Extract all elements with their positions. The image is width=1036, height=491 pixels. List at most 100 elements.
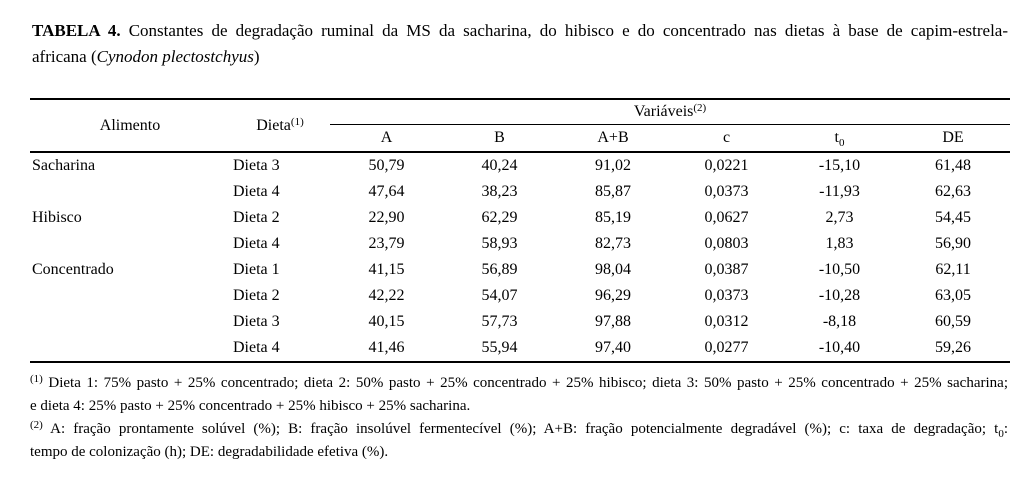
cell-c: 0,0221	[704, 157, 749, 174]
table-header: Alimento Dieta(1) Variáveis(2) A B A+B c…	[30, 98, 1011, 153]
cell-de: 62,63	[935, 183, 972, 200]
cell-alimento: Concentrado	[32, 261, 114, 278]
footnote-1-text-2: e dieta 4: 25% pasto + 25% concentrado +…	[30, 398, 471, 414]
cell-b: 57,73	[481, 313, 518, 330]
cell-dieta: Dieta 2	[233, 209, 280, 226]
table-row: Dieta 4 47,64 38,23 85,87 0,0373 -11,93 …	[30, 179, 1010, 205]
col-header-t0: t0	[783, 124, 896, 153]
cell-c: 0,0373	[704, 183, 749, 200]
header-row-variables: A B A+B c t0 DE	[30, 124, 1011, 153]
cell-alimento: Sacharina	[32, 157, 96, 174]
col-header-alimento: Alimento	[30, 98, 230, 153]
cell-de: 56,90	[935, 235, 972, 252]
cell-dieta: Dieta 1	[233, 261, 280, 278]
cell-dieta: Dieta 3	[233, 313, 280, 330]
footnote-1-line-2: e dieta 4: 25% pasto + 25% concentrado +…	[30, 395, 1008, 418]
cell-a: 42,22	[368, 287, 405, 304]
col-header-de: DE	[896, 124, 1011, 153]
cell-alimento	[30, 309, 230, 335]
footnote-2-text-2: tempo de colonização (h); DE: degradabil…	[30, 444, 389, 460]
cell-t0: -15,10	[818, 157, 861, 174]
cell-de: 59,26	[896, 335, 1011, 363]
cell-a: 23,79	[368, 235, 405, 252]
caption-line-2: africana (Cynodon plectostchyus)	[32, 44, 1008, 70]
cell-a-plus-b: 85,19	[595, 209, 631, 226]
table-row: Dieta 2 42,22 54,07 96,29 0,0373 -10,28 …	[30, 283, 1010, 309]
table-container: Alimento Dieta(1) Variáveis(2) A B A+B c…	[30, 98, 1036, 363]
cell-de: 63,05	[935, 287, 972, 304]
cell-t0: -10,40	[783, 335, 896, 363]
caption-text-2: africana (	[32, 47, 97, 66]
t0-label: t	[834, 129, 839, 146]
cell-t0: -10,50	[818, 261, 861, 278]
cell-c: 0,0803	[704, 235, 749, 252]
footnote-2-marker: (2)	[30, 419, 43, 431]
header-row-group: Alimento Dieta(1) Variáveis(2)	[30, 98, 1011, 153]
cell-alimento: Hibisco	[32, 209, 82, 226]
cell-t0: -11,93	[819, 183, 860, 200]
species-name: Cynodon plectostchyus	[96, 47, 254, 66]
cell-a-plus-b: 98,04	[595, 261, 631, 278]
cell-t0: -10,28	[818, 287, 861, 304]
cell-b: 54,07	[481, 287, 518, 304]
col-header-c: c	[670, 124, 783, 153]
cell-c: 0,0312	[704, 313, 749, 330]
cell-a: 50,79	[368, 157, 405, 174]
cell-de: 54,45	[935, 209, 972, 226]
cell-b: 58,93	[481, 235, 518, 252]
table-body: Sacharina Dieta 3 50,79 40,24 91,02 0,02…	[30, 152, 1011, 363]
cell-t0: 2,73	[825, 209, 854, 226]
caption-line-1: TABELA 4. Constantes de degradação rumin…	[32, 18, 1008, 44]
table-caption: TABELA 4. Constantes de degradação rumin…	[32, 18, 1008, 70]
cell-a-plus-b: 97,40	[556, 335, 670, 363]
table-row: Dieta 3 40,15 57,73 97,88 0,0312 -8,18 6…	[30, 309, 1010, 335]
col-header-a: A	[330, 124, 443, 153]
cell-a: 40,15	[368, 313, 405, 330]
cell-alimento	[30, 335, 230, 363]
table-row: Dieta 4 41,46 55,94 97,40 0,0277 -10,40 …	[30, 335, 1011, 363]
table-row: Concentrado Dieta 1 41,15 56,89 98,04 0,…	[30, 257, 1010, 283]
footnote-1-line-1: (1) Dieta 1: 75% pasto + 25% concentrado…	[30, 372, 1008, 395]
footnote-t0-subscript: 0	[998, 428, 1004, 440]
footnote-2-text-colon: :	[1003, 421, 1008, 437]
col-header-dieta-label: Dieta	[256, 116, 291, 134]
cell-a: 41,15	[368, 261, 405, 278]
col-header-b: B	[443, 124, 556, 153]
cell-b: 38,23	[481, 183, 518, 200]
dieta-footnote-marker: (1)	[290, 115, 304, 128]
footnote-2-text-1: A: fração prontamente solúvel (%); B: fr…	[42, 421, 999, 437]
cell-c: 0,0277	[670, 335, 783, 363]
cell-a-plus-b: 96,29	[595, 287, 631, 304]
cell-c: 0,0627	[704, 209, 749, 226]
footnote-1: (1) Dieta 1: 75% pasto + 25% concentrado…	[30, 372, 1008, 418]
col-header-a-plus-b: A+B	[556, 124, 670, 153]
cell-a: 41,46	[330, 335, 443, 363]
footnotes: (1) Dieta 1: 75% pasto + 25% concentrado…	[30, 372, 1008, 464]
data-table: Alimento Dieta(1) Variáveis(2) A B A+B c…	[30, 98, 1011, 363]
cell-de: 62,11	[935, 261, 971, 278]
cell-dieta: Dieta 2	[233, 287, 280, 304]
variaveis-label: Variáveis	[633, 103, 694, 120]
cell-a-plus-b: 97,88	[595, 313, 631, 330]
caption-label: TABELA 4.	[32, 21, 121, 40]
cell-dieta: Dieta 4	[233, 235, 280, 252]
footnote-1-marker: (1)	[30, 373, 43, 385]
cell-a: 22,90	[368, 209, 405, 226]
footnote-2-line-2: tempo de colonização (h); DE: degradabil…	[30, 441, 1008, 464]
variaveis-footnote-marker: (2)	[693, 102, 707, 114]
cell-a-plus-b: 85,87	[595, 183, 631, 200]
footnote-1-text-1: Dieta 1: 75% pasto + 25% concentrado; di…	[42, 375, 1008, 391]
cell-de: 60,59	[935, 313, 972, 330]
caption-text: Constantes de degradação ruminal da MS d…	[128, 21, 1008, 40]
footnote-2: (2) A: fração prontamente solúvel (%); B…	[30, 418, 1008, 464]
cell-b: 62,29	[481, 209, 518, 226]
cell-b: 40,24	[481, 157, 518, 174]
cell-dieta: Dieta 4	[230, 335, 330, 363]
table-row: Hibisco Dieta 2 22,90 62,29 85,19 0,0627…	[30, 205, 1010, 231]
cell-c: 0,0373	[704, 287, 749, 304]
cell-b: 56,89	[481, 261, 518, 278]
cell-a-plus-b: 91,02	[595, 157, 631, 174]
cell-dieta: Dieta 4	[233, 183, 280, 200]
table-row: Sacharina Dieta 3 50,79 40,24 91,02 0,02…	[30, 152, 1010, 179]
t0-subscript: 0	[838, 137, 845, 149]
